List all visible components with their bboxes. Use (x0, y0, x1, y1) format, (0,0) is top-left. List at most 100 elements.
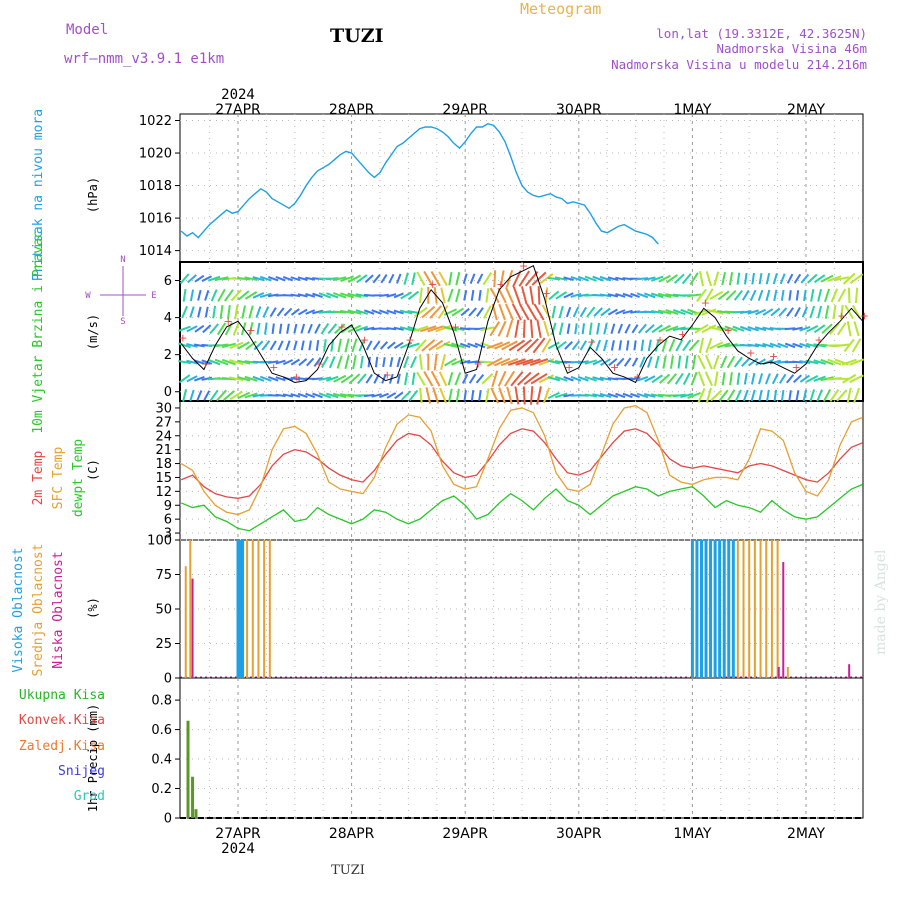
wind-arrow (186, 359, 198, 365)
wind-arrow (207, 358, 221, 366)
legend-precip-1: Konvek.Kisa (19, 713, 105, 728)
wind-arrow (834, 276, 849, 282)
wind-arrow (499, 270, 505, 288)
wind-arrow (795, 390, 800, 401)
wind-arrow (217, 288, 226, 302)
wind-arrow (504, 286, 515, 304)
wind-arrow (607, 308, 618, 316)
wind-arrow (603, 322, 608, 335)
wind-arrow (351, 338, 358, 353)
wind-arrow (219, 305, 224, 320)
wind-arrow (386, 327, 397, 331)
cloud-bar-1 (246, 540, 249, 678)
wind-arrow (650, 309, 664, 315)
wind-arrow (455, 388, 460, 403)
wind-arrow (754, 326, 767, 332)
wind-arrow (851, 338, 862, 353)
wind-arrow (403, 272, 409, 285)
wind-arrow (506, 386, 513, 405)
wind-arrow (297, 293, 308, 298)
credit-watermark: made by Angel (873, 549, 889, 655)
wind-arrow (615, 292, 626, 298)
wind-arrow (293, 340, 298, 351)
wind-arrow (193, 359, 205, 365)
wind-arrow (234, 304, 239, 320)
wind-arrow (486, 357, 503, 367)
wind-arrow (327, 323, 338, 335)
wind-arrow (593, 307, 603, 317)
wind-arrow (318, 292, 332, 299)
wind-arrow (245, 340, 257, 351)
wind-arrow (498, 303, 506, 321)
wind-arrow (286, 323, 290, 334)
wind-arrow (497, 370, 507, 387)
wind-arrow (178, 325, 191, 332)
wind-arrow (841, 358, 857, 366)
wind-arrow (584, 375, 597, 382)
wind-arrow (210, 289, 218, 302)
wind-arrow (817, 305, 823, 319)
wind-arrow (420, 325, 437, 333)
wind-arrow (315, 339, 320, 351)
wind-arrow (275, 376, 286, 382)
wind-arrow (636, 277, 649, 281)
wind-arrow (244, 276, 258, 282)
wind-arrow (216, 322, 227, 336)
y-tick-label: 0.8 (151, 694, 172, 709)
wind-arrow (490, 387, 500, 404)
elevation-label: Nadmorska Visina 46m (716, 41, 867, 56)
wind-arrow (672, 393, 686, 398)
wind-arrow (757, 289, 764, 301)
wind-arrow (631, 357, 639, 367)
wind-arrow (430, 270, 441, 287)
wind-arrow (312, 309, 323, 315)
wind-arrow (306, 357, 315, 367)
model-label: Model (66, 22, 108, 38)
wind-arrow (588, 322, 593, 335)
wind-arrow (668, 338, 676, 352)
wind-arrow (551, 305, 557, 319)
legend-precip-4: Grad (74, 789, 105, 804)
wind-arrow (187, 274, 197, 284)
legend-precip-2: Zaledj.Kisa (19, 739, 105, 754)
wind-arrow (259, 375, 272, 382)
wind-arrow (643, 276, 656, 281)
wind-arrow (468, 373, 477, 384)
wind-arrow (237, 391, 251, 400)
wind-arrow (710, 389, 723, 402)
wind-arrow (339, 393, 355, 398)
wind-arrow (511, 303, 522, 321)
wind-arrow (399, 309, 413, 315)
wind-arrow (558, 305, 564, 319)
wind-arrow (595, 339, 601, 352)
wind-arrow (340, 292, 355, 299)
wind-arrow (699, 270, 704, 287)
wind-arrow (444, 357, 457, 367)
wind-arrow (186, 375, 198, 383)
wind-arrow (813, 375, 826, 382)
cloud-bar-1 (184, 566, 187, 678)
wind-arrow (713, 271, 720, 286)
wind-gust-marker: + (701, 296, 710, 309)
wind-arrow (312, 377, 323, 381)
wind-arrow (717, 342, 731, 349)
wind-arrow (282, 393, 294, 398)
wind-arrow (794, 307, 801, 318)
wind-arrow (440, 287, 446, 304)
wind-arrow (531, 271, 547, 286)
wind-gust-marker: + (451, 320, 460, 333)
wind-arrow (439, 387, 447, 404)
wind-gust-marker: + (428, 278, 437, 291)
wind-arrow (386, 341, 396, 350)
wind-arrow (393, 292, 404, 299)
wind-arrow (371, 393, 382, 398)
wind-arrow (834, 343, 850, 348)
wind-arrow (577, 275, 589, 282)
wind-arrow (736, 272, 741, 285)
cloud-bar-1 (776, 540, 779, 678)
wind-arrow (688, 339, 700, 352)
wind-arrow (382, 357, 386, 368)
wind-arrow (407, 342, 420, 349)
wind-arrow (532, 337, 546, 354)
wind-arrow (300, 340, 305, 351)
